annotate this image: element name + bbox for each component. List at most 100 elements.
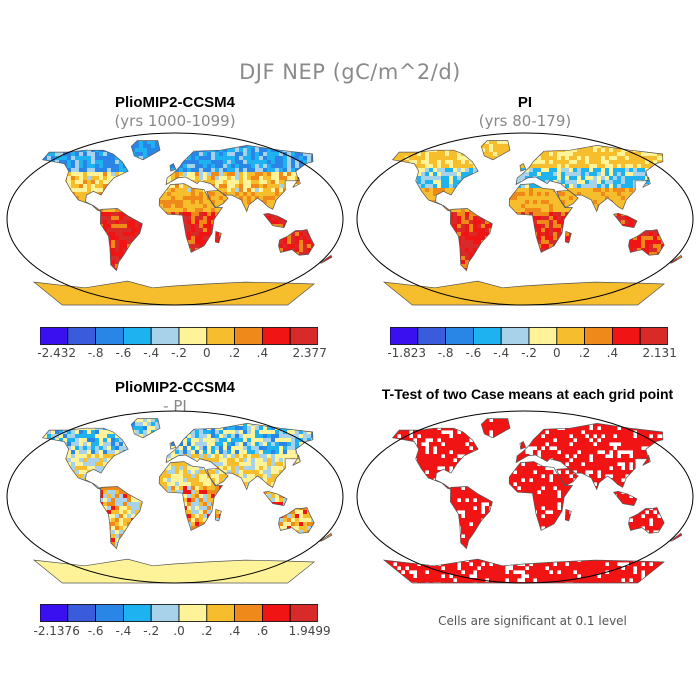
map-panel-pi [356, 132, 694, 306]
coastline [100, 208, 143, 272]
colorbar-swatch [234, 604, 263, 622]
colorbar-tick-label: -.8 [87, 346, 104, 360]
globe-outline [6, 410, 344, 584]
coastline [450, 486, 493, 550]
coastline [519, 441, 527, 450]
colorbar-swatch [206, 604, 236, 622]
colorbar-tick-label: 1.9499 [288, 624, 331, 638]
colorbar-tick-label: -2.1376 [33, 624, 80, 638]
colorbar-tick-label: -2.432 [37, 346, 77, 360]
colorbar-swatch [123, 327, 152, 345]
colorbar-tick-label: -.2 [143, 624, 160, 638]
colorbar-tick-label: .4 [228, 624, 241, 638]
colorbar-tick-label: .0 [173, 624, 185, 638]
globe-outline [356, 132, 694, 306]
colorbar-swatch [289, 604, 318, 622]
colorbar-swatch [390, 327, 419, 345]
coastline [391, 149, 479, 212]
colorbar-swatch [473, 327, 502, 345]
colorbar-tick-label: -1.823 [387, 346, 427, 360]
coastline [130, 418, 161, 439]
colorbar-tick-label: .4 [256, 346, 269, 360]
coastline [100, 486, 143, 550]
colorbar-tick-label: -.6 [87, 624, 104, 638]
map-panel-ccsm4 [6, 132, 344, 306]
coastline [519, 163, 527, 172]
colorbar-tick-label: .2 [578, 346, 591, 360]
colorbar-tick-label: -.4 [493, 346, 510, 360]
coastline [214, 230, 222, 244]
colorbar-swatch [67, 604, 96, 622]
coastline [668, 532, 683, 542]
coastline [169, 163, 177, 172]
coastline [556, 189, 579, 208]
coastline [480, 140, 511, 161]
coastline [165, 145, 314, 213]
coastline [642, 454, 651, 466]
colorbar-tick-label: -.6 [465, 346, 482, 360]
coastline [480, 418, 511, 439]
panel3-subtitle: - PI [163, 397, 187, 415]
colorbar-swatch [261, 327, 291, 345]
coastline [165, 423, 314, 491]
colorbar-tick-label: -.4 [115, 624, 132, 638]
coastline [391, 427, 479, 490]
land-field [384, 418, 682, 583]
coastline [628, 507, 665, 534]
coastline [278, 507, 315, 534]
coastline [206, 189, 229, 208]
colorbar-swatch [150, 327, 180, 345]
coastline [32, 558, 316, 584]
colorbar-swatch [556, 327, 586, 345]
coastline [318, 532, 333, 542]
colorbar-swatch [528, 327, 558, 345]
coastline [262, 212, 288, 228]
coastline [612, 212, 638, 228]
colorbar-swatch [611, 327, 641, 345]
figure-title: DJF NEP (gC/m^2/d) [239, 60, 461, 84]
coastline [612, 490, 638, 506]
colorbar-tick-label: 2.131 [642, 346, 677, 360]
coastline [292, 176, 301, 188]
coastline [508, 461, 574, 531]
panel1-title: PlioMIP2-CCSM4 [114, 94, 235, 111]
coastline [556, 467, 579, 486]
coastline [642, 176, 651, 188]
colorbar-swatch [178, 604, 208, 622]
colorbar-swatch [500, 327, 530, 345]
colorbar-tick-label: -.6 [115, 346, 132, 360]
globe-outline [356, 410, 694, 584]
colorbar-tick-label: -.2 [521, 346, 537, 360]
map-panel-ttest [356, 410, 694, 584]
map-panel-difference [6, 410, 344, 584]
coastline [278, 229, 315, 256]
colorbar-difference-labels: -2.1376 -.6 -.4 -.2 .0 .2 .4 .6 1.9499 [34, 624, 331, 640]
colorbar-swatch [261, 604, 291, 622]
coastline [262, 490, 288, 506]
colorbar-swatch [67, 327, 96, 345]
coastline [41, 149, 129, 212]
coastline [628, 229, 665, 256]
coastline [32, 280, 316, 306]
colorbar-tick-label: .2 [201, 624, 213, 638]
colorbar-tick-label: .6 [256, 624, 269, 638]
colorbar-swatch [289, 327, 318, 345]
colorbar-tick-label: -.2 [171, 346, 187, 360]
colorbar-swatch [234, 327, 263, 345]
colorbar-ccsm4 [40, 327, 318, 345]
coastline [564, 508, 572, 522]
colorbar-tick-label: 0 [202, 346, 211, 360]
land-field [34, 140, 332, 305]
globe-outline [6, 132, 344, 306]
colorbar-swatch [639, 327, 668, 345]
colorbar-swatch [417, 327, 446, 345]
colorbar-swatch [40, 327, 69, 345]
colorbar-ccsm4-labels: -2.432 -.8 -.6 -.4 -.2 0 .2 .4 2.377 [37, 346, 327, 362]
coastline [318, 254, 333, 264]
colorbar-tick-label: 0 [552, 346, 561, 360]
panel2-title: PI [517, 94, 533, 111]
colorbar-tick-label: 2.377 [292, 346, 327, 360]
coastline [450, 208, 493, 272]
colorbar-swatch [40, 604, 69, 622]
coastline [206, 467, 229, 486]
